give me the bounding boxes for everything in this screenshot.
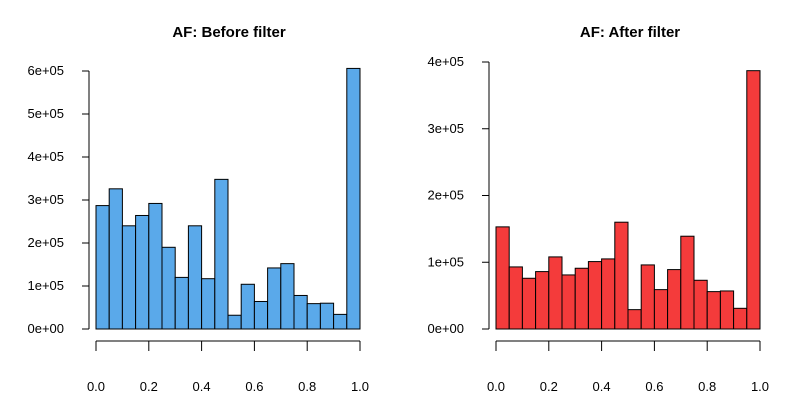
after-bar-15 — [693, 279, 708, 330]
after-x-tick-label-2: 0.4 — [593, 379, 611, 394]
before-x-tick-label-2: 0.4 — [193, 379, 211, 394]
after-bar-7 — [587, 261, 603, 330]
after-y-tick-label-4: 4e+05 — [427, 54, 464, 69]
before-filter-bars — [95, 67, 361, 330]
after-x-tick-label-5: 1.0 — [751, 379, 769, 394]
before-y-tick-label-2: 2e+05 — [27, 235, 64, 250]
after-bar-13 — [667, 269, 682, 330]
after-filter-y-axis: 0e+00 1e+05 2e+05 3e+05 4e+05 — [427, 54, 490, 336]
before-x-tick-label-1: 0.2 — [140, 379, 158, 394]
after-bar-4 — [548, 256, 563, 330]
after-x-tick-label-1: 0.2 — [540, 379, 558, 394]
before-bar-19 — [346, 67, 361, 330]
before-filter-panel: AF: Before filter 0e+00 1e+05 2e+05 3e+05 4e… — [27, 24, 369, 394]
after-bar-14 — [680, 235, 695, 330]
before-bar-17 — [319, 302, 335, 330]
before-bar-8 — [201, 278, 216, 330]
before-bar-15 — [293, 294, 308, 330]
before-y-tick-label-4: 4e+05 — [27, 149, 64, 164]
before-bar-2 — [121, 225, 137, 330]
after-x-tick-label-4: 0.8 — [698, 379, 716, 394]
before-bar-0 — [95, 205, 110, 330]
after-filter-bars — [495, 70, 761, 330]
before-bar-7 — [187, 225, 203, 330]
chart-title-before: AF: Before filter — [172, 24, 286, 41]
after-bar-17 — [719, 290, 735, 330]
before-y-tick-label-3: 3e+05 — [27, 192, 64, 207]
before-x-tick-label-3: 0.6 — [245, 379, 263, 394]
before-bar-13 — [267, 267, 282, 330]
before-bar-1 — [108, 188, 123, 330]
before-bar-10 — [227, 314, 242, 330]
before-y-tick-label-0: 0e+00 — [27, 321, 64, 336]
before-filter-x-axis: 0.0 0.2 0.4 0.6 0.8 1.0 — [87, 340, 369, 394]
before-bar-16 — [306, 303, 321, 330]
after-y-tick-label-0: 0e+00 — [427, 321, 464, 336]
before-bar-9 — [214, 178, 229, 330]
before-x-tick-label-4: 0.8 — [298, 379, 316, 394]
chart-title-after: AF: After filter — [580, 24, 680, 41]
before-y-tick-label-6: 6e+05 — [27, 63, 64, 78]
after-bar-0 — [495, 226, 510, 330]
after-bar-11 — [640, 264, 655, 330]
before-bar-14 — [280, 263, 295, 330]
after-y-tick-label-2: 2e+05 — [427, 188, 464, 203]
after-bar-1 — [508, 266, 523, 330]
after-bar-5 — [561, 274, 576, 330]
after-filter-panel: AF: After filter 0e+00 1e+05 2e+05 3e+05 4e+… — [427, 24, 769, 394]
before-bar-11 — [240, 283, 255, 330]
before-bar-6 — [174, 276, 189, 330]
after-bar-8 — [601, 258, 616, 330]
before-filter-y-axis: 0e+00 1e+05 2e+05 3e+05 4e+05 5e+05 6e+05 — [27, 63, 90, 336]
before-y-tick-label-1: 1e+05 — [27, 278, 64, 293]
after-bar-12 — [653, 289, 669, 330]
after-bar-19 — [746, 70, 761, 330]
after-y-tick-label-1: 1e+05 — [427, 254, 464, 269]
after-bar-3 — [535, 271, 550, 330]
before-bar-12 — [253, 300, 269, 330]
after-y-tick-label-3: 3e+05 — [427, 121, 464, 136]
before-y-tick-label-5: 5e+05 — [27, 106, 64, 121]
before-bar-18 — [333, 313, 348, 330]
before-bar-3 — [135, 214, 150, 330]
after-bar-16 — [706, 291, 721, 330]
after-bar-6 — [574, 267, 589, 330]
after-bar-2 — [521, 277, 537, 330]
before-x-tick-label-5: 1.0 — [351, 379, 369, 394]
after-x-tick-label-0: 0.0 — [487, 379, 505, 394]
after-bar-18 — [733, 307, 748, 330]
before-bar-4 — [148, 202, 163, 330]
after-bar-10 — [627, 309, 642, 330]
before-x-tick-label-0: 0.0 — [87, 379, 105, 394]
after-bar-9 — [614, 221, 629, 330]
after-filter-x-axis: 0.0 0.2 0.4 0.6 0.8 1.0 — [487, 340, 769, 394]
after-x-tick-label-3: 0.6 — [645, 379, 663, 394]
before-bar-5 — [161, 246, 176, 330]
